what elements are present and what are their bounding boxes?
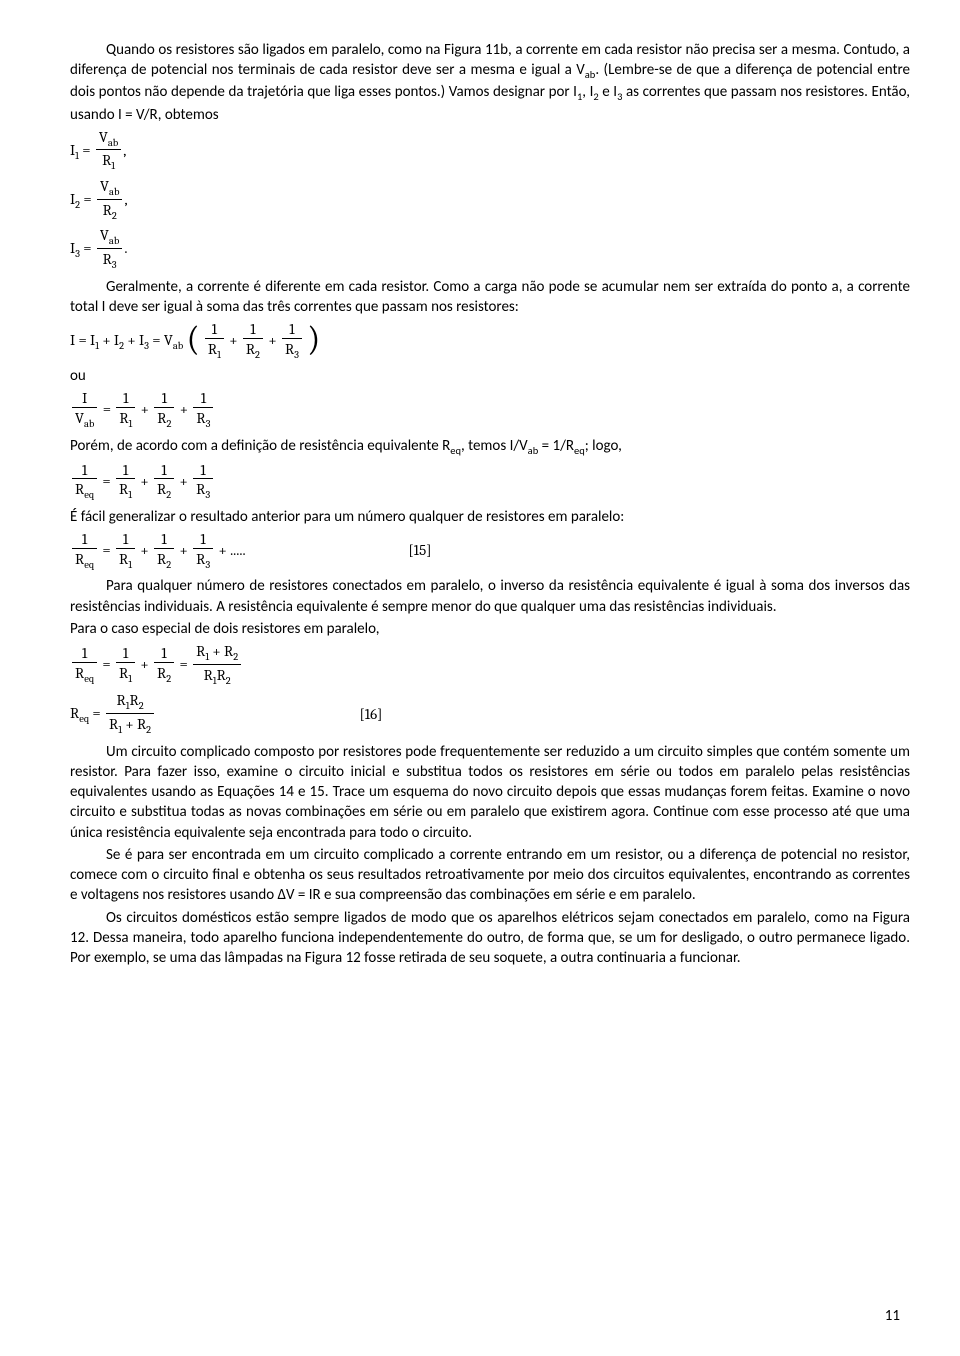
- paragraph-generalize: É fácil generalizar o resultado anterior…: [70, 507, 910, 527]
- equation-ioverv: IVab = 1R1 + 1R2 + 1R3: [70, 390, 910, 431]
- page-number: 11: [885, 1306, 900, 1326]
- equation-15: 1Req = 1R1 + 1R2 + 1R3 + ..... [15]: [70, 531, 910, 572]
- intro-paragraph: Quando os resistores são ligados em para…: [70, 40, 910, 125]
- equation-i1: I1 = VabR1,: [70, 129, 910, 174]
- paragraph-generally: Geralmente, a corrente é diferente em ca…: [70, 277, 910, 318]
- paragraph-special-case: Para o caso especial de dois resistores …: [70, 619, 910, 639]
- paragraph-porem: Porém, de acordo com a definição de resi…: [70, 436, 910, 458]
- equation-two-resistors-a: 1Req = 1R1 + 1R2 = R1 + R2 R1R2: [70, 643, 910, 688]
- equation-sum: I = I1 + I2 + I3 = Vab ( 1R1 + 1R2 + 1R3…: [70, 321, 910, 362]
- paragraph-complicated: Um circuito complicado composto por resi…: [70, 742, 910, 843]
- paragraph-domestic: Os circuitos domésticos estão sempre lig…: [70, 908, 910, 969]
- text-ou: ou: [70, 366, 910, 386]
- equation-number-15: [15]: [408, 538, 431, 562]
- equation-1over-req: 1Req = 1R1 + 1R2 + 1R3: [70, 462, 910, 503]
- paragraph-summary: Para qualquer número de resistores conec…: [70, 576, 910, 617]
- equation-number-16: [16]: [359, 702, 382, 726]
- equation-i2: I2 = VabR2,: [70, 178, 910, 223]
- paragraph-retroactive: Se é para ser encontrada em um circuito …: [70, 845, 910, 906]
- equation-16: Req = R1R2 R1 + R2 [16]: [70, 692, 910, 737]
- equation-i3: I3 = VabR3.: [70, 227, 910, 272]
